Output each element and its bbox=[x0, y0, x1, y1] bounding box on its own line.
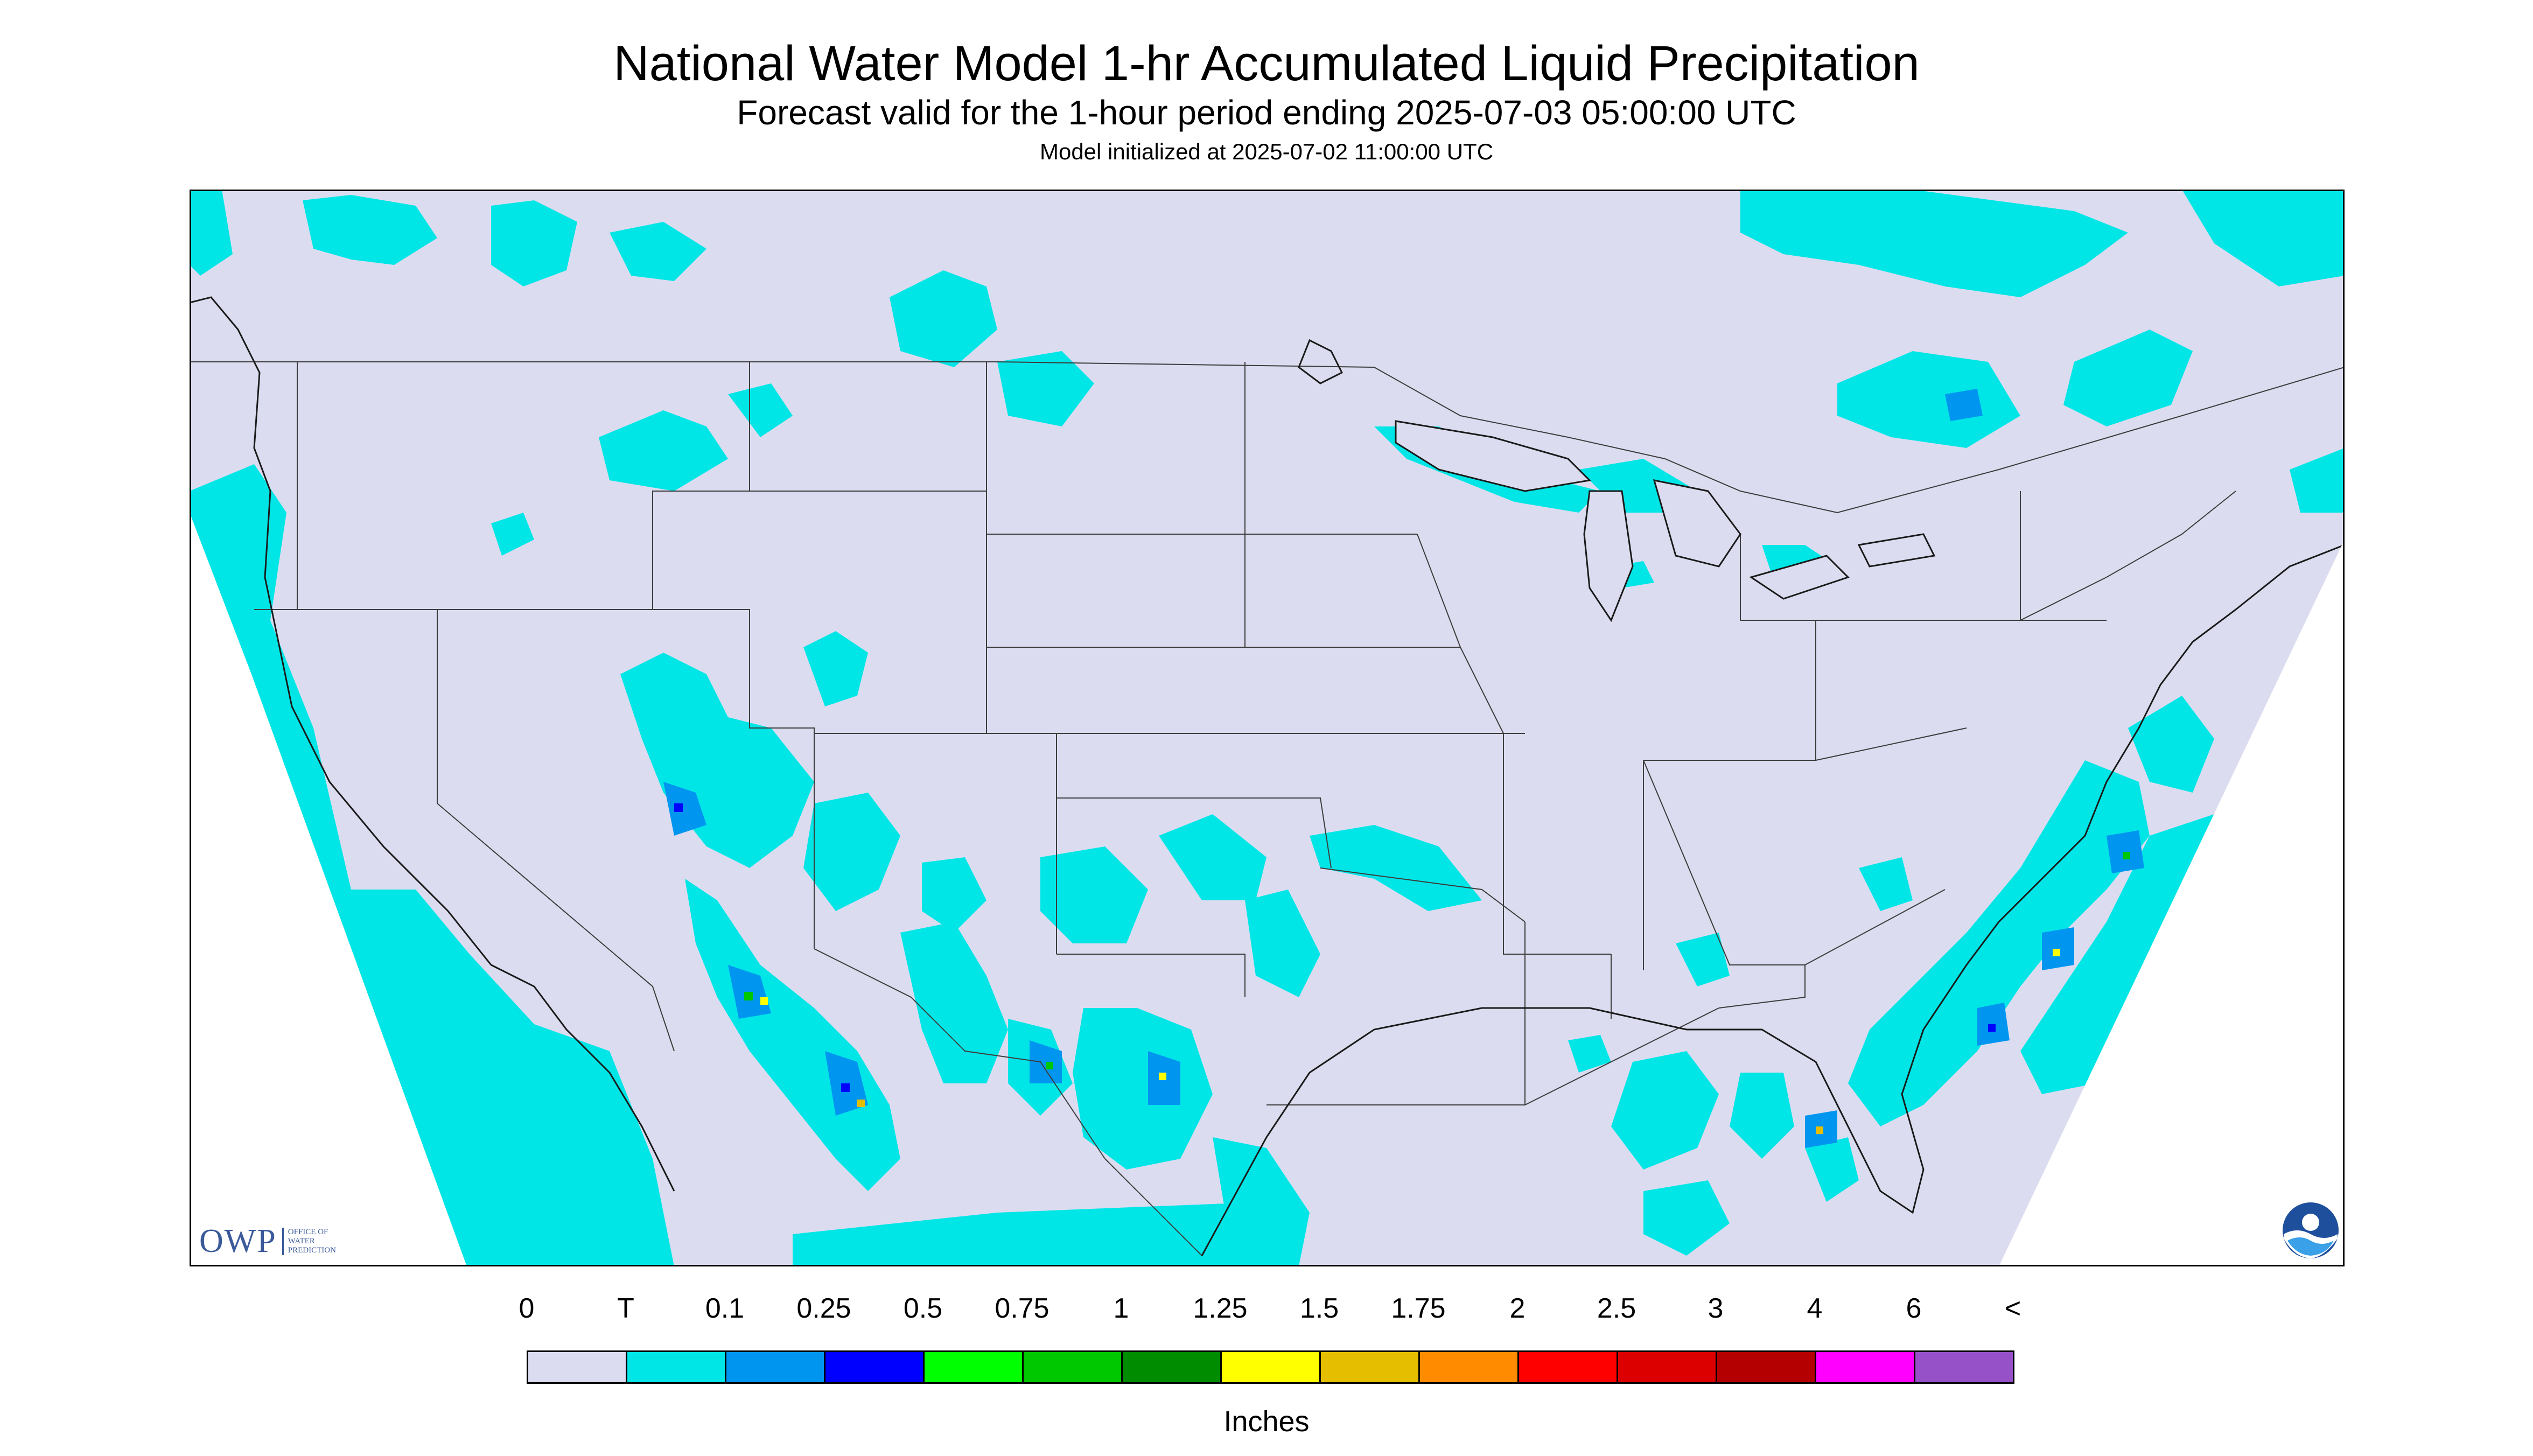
legend-label: 4 bbox=[1807, 1293, 1823, 1324]
map-subtitle: Forecast valid for the 1-hour period end… bbox=[737, 93, 1796, 132]
legend-label: 6 bbox=[1906, 1293, 1922, 1324]
legend-label: 3 bbox=[1708, 1293, 1724, 1324]
owp-subtext-line: PREDICTION bbox=[288, 1245, 336, 1255]
legend-label: 0.5 bbox=[903, 1293, 943, 1324]
legend-swatch bbox=[923, 1350, 1024, 1384]
owp-subtext-line: WATER bbox=[288, 1236, 315, 1245]
map-frame bbox=[190, 190, 2345, 1266]
color-legend: 0 T 0.1 0.25 0.5 0.75 1 1.25 1.5 1.75 2 2.5 3 4 6 < bbox=[519, 1292, 2021, 1400]
owp-logo-subtext: OFFICE OF WATER PREDICTION bbox=[282, 1227, 336, 1255]
legend-swatch bbox=[1914, 1350, 2014, 1384]
legend-swatch bbox=[1517, 1350, 1618, 1384]
legend-label: 1.5 bbox=[1299, 1293, 1339, 1324]
legend-swatch bbox=[1418, 1350, 1519, 1384]
legend-label: 0.1 bbox=[705, 1293, 745, 1324]
legend-label: 2.5 bbox=[1597, 1293, 1636, 1324]
legend-swatch bbox=[1220, 1350, 1321, 1384]
map-title: National Water Model 1-hr Accumulated Li… bbox=[613, 36, 1920, 91]
owp-logo: OWP OFFICE OF WATER PREDICTION bbox=[199, 1222, 336, 1260]
legend-label: 2 bbox=[1509, 1293, 1526, 1324]
precipitation-map bbox=[190, 190, 2345, 1266]
legend-label: < bbox=[2004, 1293, 2021, 1324]
legend-swatch bbox=[725, 1350, 825, 1384]
political-boundaries bbox=[190, 361, 2345, 1256]
legend-swatch bbox=[626, 1350, 726, 1384]
legend-swatch bbox=[527, 1350, 627, 1384]
model-init-text: Model initialized at 2025-07-02 11:00:00… bbox=[1039, 139, 1494, 164]
legend-units: Inches bbox=[1223, 1405, 1310, 1438]
map-white-wedge-left bbox=[190, 523, 467, 1266]
legend-swatch bbox=[1716, 1350, 1816, 1384]
great-lakes bbox=[1395, 420, 1936, 622]
legend-label: 0.25 bbox=[796, 1293, 851, 1324]
legend-swatch bbox=[1022, 1350, 1123, 1384]
legend-swatch bbox=[824, 1350, 925, 1384]
legend-swatch bbox=[1121, 1350, 1222, 1384]
owp-subtext-line: OFFICE OF bbox=[288, 1227, 328, 1236]
legend-label: 1.75 bbox=[1391, 1293, 1446, 1324]
legend-label: 0.75 bbox=[995, 1293, 1049, 1324]
owp-logo-letters: OWP bbox=[199, 1222, 277, 1259]
legend-label: T bbox=[617, 1293, 634, 1324]
legend-swatch bbox=[1319, 1350, 1420, 1384]
legend-swatch bbox=[1617, 1350, 1717, 1384]
noaa-logo-icon bbox=[2283, 1202, 2339, 1258]
legend-swatch bbox=[1815, 1350, 1915, 1384]
coastlines bbox=[190, 296, 2345, 1256]
legend-label: 0 bbox=[519, 1293, 535, 1324]
precip-heavy-cores bbox=[674, 803, 2130, 1134]
legend-label: 1 bbox=[1113, 1293, 1129, 1324]
legend-label: 1.25 bbox=[1193, 1293, 1248, 1324]
